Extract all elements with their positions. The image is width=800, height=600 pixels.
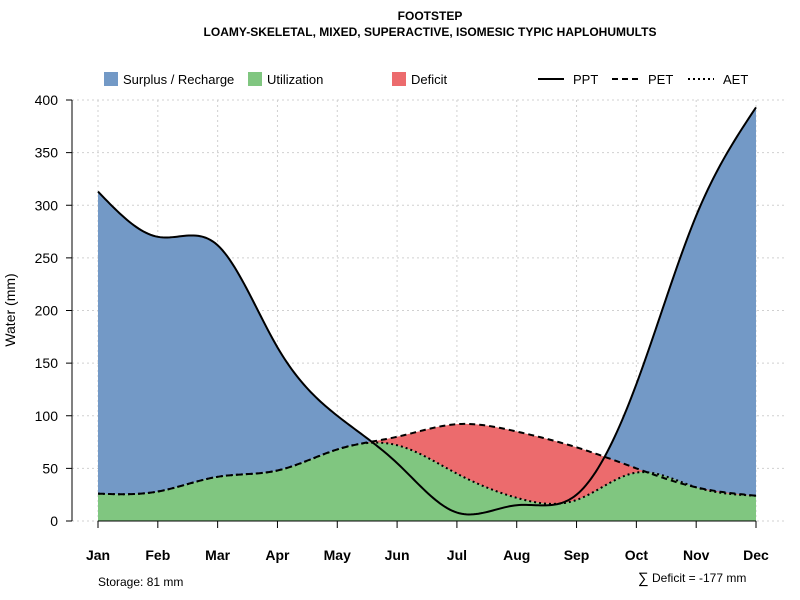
y-tick-label-6: 300: [35, 197, 59, 213]
x-tick-label-dec: Dec: [743, 547, 769, 563]
legend-swatch-surplus: [104, 72, 118, 86]
y-tick-label-3: 150: [35, 355, 59, 371]
legend-label-deficit: Deficit: [411, 72, 448, 87]
x-tick-label-nov: Nov: [683, 547, 710, 563]
x-tick-label-oct: Oct: [625, 547, 649, 563]
storage-annotation: Storage: 81 mm: [98, 575, 183, 589]
x-tick-label-jul: Jul: [447, 547, 467, 563]
x-tick-label-may: May: [324, 547, 351, 563]
x-tick-label-mar: Mar: [205, 547, 230, 563]
y-tick-label-1: 50: [42, 460, 58, 476]
series-lines: [97, 106, 757, 516]
legend-label-surplus: Surplus / Recharge: [123, 72, 234, 87]
legend-label-ppt: PPT: [573, 72, 598, 87]
y-tick-label-0: 0: [50, 513, 58, 529]
deficit-area: [98, 423, 756, 504]
y-tick-label-8: 400: [35, 92, 59, 108]
legend: Surplus / Recharge Utilization Deficit P…: [104, 72, 748, 87]
legend-label-pet: PET: [648, 72, 673, 87]
x-tick-label-aug: Aug: [503, 547, 530, 563]
y-axis-title: Water (mm): [2, 273, 18, 346]
surplus-area: [98, 107, 756, 504]
x-tick-label-jun: Jun: [385, 547, 410, 563]
legend-label-utilization: Utilization: [267, 72, 323, 87]
y-tick-label-7: 350: [35, 145, 59, 161]
series-line-aet: [97, 441, 757, 505]
utilization-area: [98, 442, 756, 521]
chart-subtitle: LOAMY-SKELETAL, MIXED, SUPERACTIVE, ISOM…: [204, 25, 657, 39]
deficit-annotation: Deficit = -177 mm: [652, 571, 746, 585]
axes: 0 50 100 150 200 250 300 350 400 Jan Feb Mar Apr May J…: [35, 92, 769, 563]
y-tick-label-4: 200: [35, 303, 59, 319]
y-tick-label-2: 100: [35, 408, 59, 424]
x-tick-label-apr: Apr: [265, 547, 290, 563]
y-tick-label-5: 250: [35, 250, 59, 266]
deficit-sum-symbol: ∑: [638, 570, 649, 587]
legend-label-aet: AET: [723, 72, 748, 87]
chart-title: FOOTSTEP: [398, 9, 463, 23]
series-line-ppt: [97, 106, 757, 516]
x-tick-label-feb: Feb: [145, 547, 170, 563]
x-tick-label-sep: Sep: [564, 547, 590, 563]
legend-swatch-deficit: [392, 72, 406, 86]
area-fills: [98, 107, 756, 521]
legend-swatch-utilization: [248, 72, 262, 86]
x-tick-label-jan: Jan: [86, 547, 110, 563]
